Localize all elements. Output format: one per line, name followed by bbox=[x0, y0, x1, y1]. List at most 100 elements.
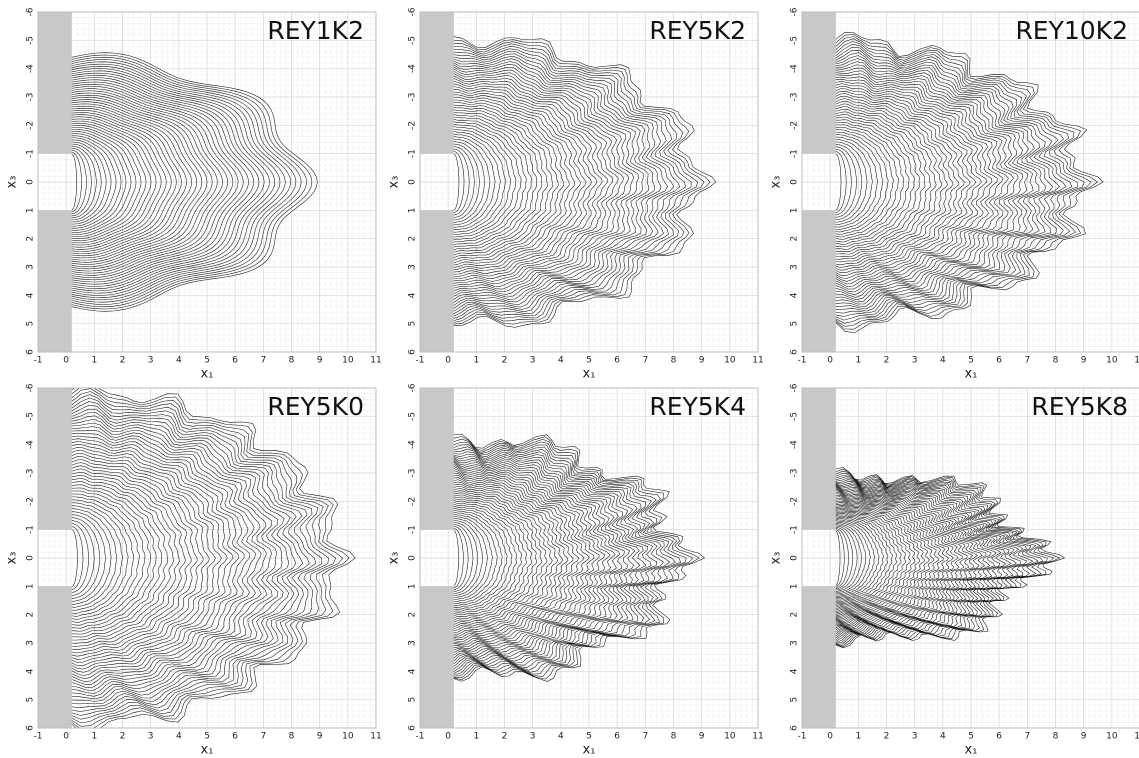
wall bbox=[802, 586, 836, 728]
x-tick-label: 10 bbox=[1106, 356, 1118, 366]
x-tick-label: 4 bbox=[558, 356, 564, 366]
x-tick-label: 10 bbox=[342, 356, 354, 366]
x-tick-label: 3 bbox=[148, 356, 154, 366]
x-tick-label: 3 bbox=[148, 732, 154, 742]
wall bbox=[420, 12, 454, 154]
y-tick-label: 4 bbox=[408, 668, 418, 674]
x-tick-label: 4 bbox=[176, 732, 182, 742]
y-tick-label: -3 bbox=[26, 93, 36, 102]
y-tick-label: -4 bbox=[790, 440, 800, 449]
y-tick-label: -4 bbox=[26, 64, 36, 73]
y-tick-label: -1 bbox=[26, 149, 36, 158]
wall bbox=[38, 210, 72, 352]
y-tick-label: -6 bbox=[790, 7, 800, 16]
panel: -101234567891011-6-5-4-3-2-10123456REY1K… bbox=[5, 7, 382, 381]
panel-title: REY10K2 bbox=[1015, 16, 1128, 45]
x-tick-label: 11 bbox=[370, 732, 381, 742]
panel: -101234567891011-6-5-4-3-2-10123456REY10… bbox=[769, 7, 1139, 381]
x-tick-label: 9 bbox=[1081, 356, 1087, 366]
y-tick-label: -1 bbox=[790, 149, 800, 158]
x-tick-label: 7 bbox=[1024, 356, 1030, 366]
x-tick-label: -1 bbox=[34, 356, 43, 366]
x-tick-label: 6 bbox=[996, 356, 1002, 366]
panel-title: REY5K4 bbox=[649, 392, 746, 421]
y-tick-label: -5 bbox=[26, 36, 36, 45]
y-tick-label: -3 bbox=[790, 93, 800, 102]
figure: -101234567891011-6-5-4-3-2-10123456REY1K… bbox=[0, 0, 1139, 758]
y-tick-label: 0 bbox=[408, 179, 418, 185]
y-tick-label: -3 bbox=[26, 469, 36, 478]
y-tick-label: 3 bbox=[26, 640, 36, 646]
x-tick-label: 8 bbox=[1053, 356, 1059, 366]
x-tick-label: 0 bbox=[445, 732, 451, 742]
x-tick-label: 1 bbox=[855, 356, 861, 366]
y-tick-label: -2 bbox=[408, 497, 418, 506]
x-tick-label: 5 bbox=[586, 732, 592, 742]
panel-title: REY5K0 bbox=[267, 392, 364, 421]
x-tick-label: 4 bbox=[558, 732, 564, 742]
x-tick-label: 11 bbox=[370, 356, 381, 366]
y-tick-label: -3 bbox=[408, 93, 418, 102]
wall bbox=[802, 12, 836, 154]
panel-title: REY5K8 bbox=[1031, 392, 1128, 421]
y-tick-label: 2 bbox=[26, 612, 36, 618]
x-tick-label: 9 bbox=[699, 356, 705, 366]
y-tick-label: 3 bbox=[790, 640, 800, 646]
y-tick-label: -4 bbox=[408, 64, 418, 73]
y-tick-label: 0 bbox=[790, 179, 800, 185]
x-tick-label: 8 bbox=[1053, 732, 1059, 742]
x-tick-label: 10 bbox=[724, 356, 736, 366]
x-tick-label: 2 bbox=[120, 732, 126, 742]
wall bbox=[38, 12, 72, 154]
y-tick-label: -2 bbox=[408, 121, 418, 130]
y-tick-label: 1 bbox=[26, 207, 36, 213]
y-tick-label: -5 bbox=[408, 36, 418, 45]
x-tick-label: 5 bbox=[968, 356, 974, 366]
x-tick-label: 11 bbox=[1134, 356, 1139, 366]
y-tick-label: -6 bbox=[26, 383, 36, 392]
wall bbox=[38, 388, 72, 530]
fronts bbox=[72, 383, 356, 734]
x-tick-label: 4 bbox=[940, 732, 946, 742]
x-tick-label: 0 bbox=[827, 356, 833, 366]
x-tick-label: 5 bbox=[204, 732, 210, 742]
x-tick-label: 8 bbox=[289, 356, 295, 366]
panel-title: REY5K2 bbox=[649, 16, 746, 45]
x-tick-label: 1 bbox=[91, 356, 97, 366]
y-tick-label: 6 bbox=[790, 349, 800, 355]
y-axis-label: x₃ bbox=[387, 552, 402, 565]
x-axis-label: x₁ bbox=[583, 743, 596, 758]
x-tick-label: 3 bbox=[530, 732, 536, 742]
x-tick-label: 3 bbox=[912, 356, 918, 366]
wall bbox=[802, 210, 836, 352]
y-tick-label: 6 bbox=[26, 349, 36, 355]
wall bbox=[420, 388, 454, 530]
wall bbox=[420, 586, 454, 728]
y-tick-label: 5 bbox=[790, 321, 800, 327]
y-tick-label: 5 bbox=[790, 697, 800, 703]
x-tick-label: 1 bbox=[473, 732, 479, 742]
x-tick-label: 7 bbox=[1024, 732, 1030, 742]
x-tick-label: -1 bbox=[416, 356, 425, 366]
x-tick-label: 6 bbox=[996, 732, 1002, 742]
x-tick-label: 6 bbox=[614, 732, 620, 742]
y-tick-label: 6 bbox=[26, 725, 36, 731]
y-tick-label: -4 bbox=[790, 64, 800, 73]
y-tick-label: -6 bbox=[408, 7, 418, 16]
panel: -101234567891011-6-5-4-3-2-10123456REY5K… bbox=[387, 383, 764, 757]
x-tick-label: 9 bbox=[1081, 732, 1087, 742]
x-tick-label: 6 bbox=[232, 732, 238, 742]
y-tick-label: 2 bbox=[408, 612, 418, 618]
x-tick-label: 0 bbox=[63, 356, 69, 366]
x-tick-label: 6 bbox=[614, 356, 620, 366]
x-tick-label: 2 bbox=[502, 356, 508, 366]
x-tick-label: 9 bbox=[317, 356, 323, 366]
x-tick-label: 7 bbox=[642, 732, 648, 742]
y-tick-label: 6 bbox=[408, 725, 418, 731]
x-tick-label: 5 bbox=[586, 356, 592, 366]
wall bbox=[802, 388, 836, 530]
x-axis-label: x₁ bbox=[965, 743, 978, 758]
x-tick-label: 8 bbox=[289, 732, 295, 742]
y-tick-label: -2 bbox=[26, 497, 36, 506]
y-tick-label: 0 bbox=[26, 555, 36, 561]
